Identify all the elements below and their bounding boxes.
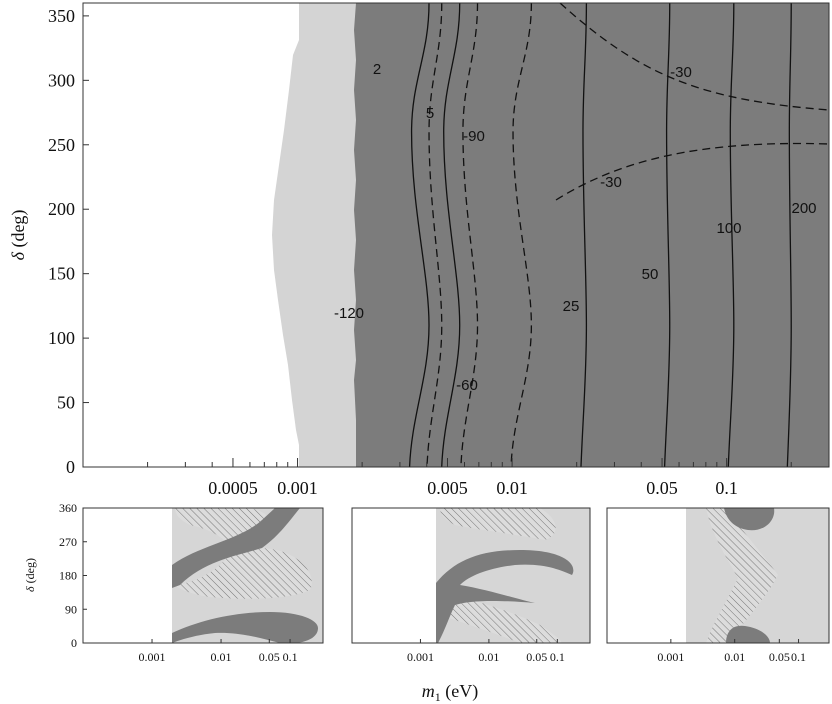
solid-contour-1 <box>441 3 461 467</box>
subpanel-x-tick-label: 0.05 <box>769 650 790 664</box>
subpanel-2: 0.001 0.01 0.05 0.1 <box>351 507 591 664</box>
dashed-contour-1 <box>460 3 479 467</box>
y-tick-label: 50 <box>57 393 75 413</box>
subpanel-3-hatched-region <box>706 508 778 643</box>
subpanel-y-axis-title: δ (deg) <box>23 558 37 592</box>
dark-gray-region <box>354 3 829 467</box>
subpanel-x-tick-label: 0.05 <box>259 650 280 664</box>
contour-label-100: 100 <box>716 220 741 237</box>
x-tick-label: 0.0005 <box>208 478 258 498</box>
subpanel-x-tick-label: 0.01 <box>211 650 232 664</box>
subpanel-1-y-ticks: 0 90 180 270 360 <box>59 501 87 650</box>
contour-label-5: 5 <box>426 105 434 122</box>
subpanel-2-hatched-region <box>440 508 556 540</box>
y-tick-label: 0 <box>66 457 75 477</box>
contour-label-minus-30-top: -30 <box>670 64 692 81</box>
subpanel-x-tick-label: 0.001 <box>657 650 684 664</box>
y-tick-label: 250 <box>48 135 75 155</box>
contour-label-50: 50 <box>642 266 659 283</box>
y-tick-label: 100 <box>48 328 75 348</box>
subpanel-3-x-ticks: 0.001 0.01 0.05 0.1 <box>657 639 806 664</box>
subpanel-3: 0.001 0.01 0.05 0.1 <box>606 507 830 664</box>
x-tick-label: 0.01 <box>496 478 528 498</box>
contour-labels: 2 5 25 50 100 200 -120 -90 -60 -30 -30 <box>334 61 817 394</box>
subpanel-x-tick-label: 0.1 <box>791 650 806 664</box>
subpanel-1-hatched-region <box>175 508 312 599</box>
subpanel-3-frame <box>606 507 830 644</box>
subpanel-3-dark-blob-bottom <box>726 625 770 643</box>
dashed-contours <box>426 3 533 467</box>
dashed-contour-2 <box>510 3 533 467</box>
contour-label-2: 2 <box>373 61 381 78</box>
subpanel-x-tick-label: 0.01 <box>478 650 499 664</box>
subpanel-1-dark-band-upper <box>172 508 300 588</box>
contour-label-minus-90: -90 <box>463 128 485 145</box>
subpanel-2-hatched-region-lower <box>440 590 562 643</box>
subpanel-1-dark-band-lower <box>172 612 318 643</box>
x-tick-label: 0.1 <box>715 478 738 498</box>
subpanel-y-tick-label: 90 <box>65 602 77 616</box>
y-tick-label: 300 <box>48 70 75 90</box>
x-axis-title: m1 (eV) <box>422 681 478 704</box>
contour-label-minus-30-mid: -30 <box>600 174 622 191</box>
x-tick-label: 0.001 <box>277 478 318 498</box>
subpanel-x-tick-label: 0.1 <box>283 650 298 664</box>
main-y-axis-title: δ (deg) <box>8 210 29 261</box>
subpanel-x-tick-label: 0.05 <box>526 650 547 664</box>
subpanel-1: 0 90 180 270 360 0.001 0.01 0.05 0.1 δ (deg) <box>23 501 324 664</box>
solid-contour-4 <box>727 3 735 467</box>
subpanel-3-dark-blob-top <box>724 508 775 531</box>
subpanel-y-tick-label: 360 <box>59 501 77 515</box>
subpanel-2-frame <box>351 507 591 644</box>
solid-contour-3 <box>663 3 671 467</box>
solid-contour-5 <box>786 3 792 467</box>
subpanel-2-dark-region <box>436 550 574 643</box>
contour-label-minus-120: -120 <box>334 305 364 322</box>
subpanel-1-x-ticks: 0.001 0.01 0.05 0.1 <box>139 639 298 664</box>
main-x-ticks: 0.0005 0.001 0.005 0.01 0.05 0.1 <box>82 458 792 498</box>
solid-contour-0 <box>408 3 430 467</box>
contour-line <box>555 142 829 201</box>
main-panel: 2 5 25 50 100 200 -120 -90 -60 -30 -30 0… <box>8 2 830 498</box>
contour-label-200: 200 <box>791 200 816 217</box>
contour-line <box>559 3 829 111</box>
contour-label-minus-60: -60 <box>456 377 478 394</box>
x-tick-label: 0.05 <box>646 478 678 498</box>
dashed-contour-0 <box>426 3 443 467</box>
subpanel-x-tick-label: 0.001 <box>139 650 166 664</box>
subpanel-x-tick-label: 0.1 <box>550 650 565 664</box>
contour-label-25: 25 <box>563 298 580 315</box>
subpanel-y-tick-label: 270 <box>59 535 77 549</box>
subpanel-x-tick-label: 0.01 <box>724 650 745 664</box>
subpanel-y-tick-label: 0 <box>71 636 77 650</box>
main-plot-frame <box>82 2 830 468</box>
solid-contours <box>408 3 792 467</box>
y-tick-label: 350 <box>48 6 75 26</box>
light-gray-region <box>272 3 356 467</box>
main-y-ticks: 0 50 100 150 200 250 300 350 <box>48 6 89 477</box>
subpanel-y-tick-label: 180 <box>59 569 77 583</box>
y-tick-label: 150 <box>48 264 75 284</box>
y-tick-label: 200 <box>48 199 75 219</box>
solid-contour-2 <box>580 3 588 467</box>
subpanel-x-tick-label: 0.001 <box>407 650 434 664</box>
subpanel-2-x-ticks: 0.001 0.01 0.05 0.1 <box>407 639 565 664</box>
x-tick-label: 0.005 <box>427 478 468 498</box>
